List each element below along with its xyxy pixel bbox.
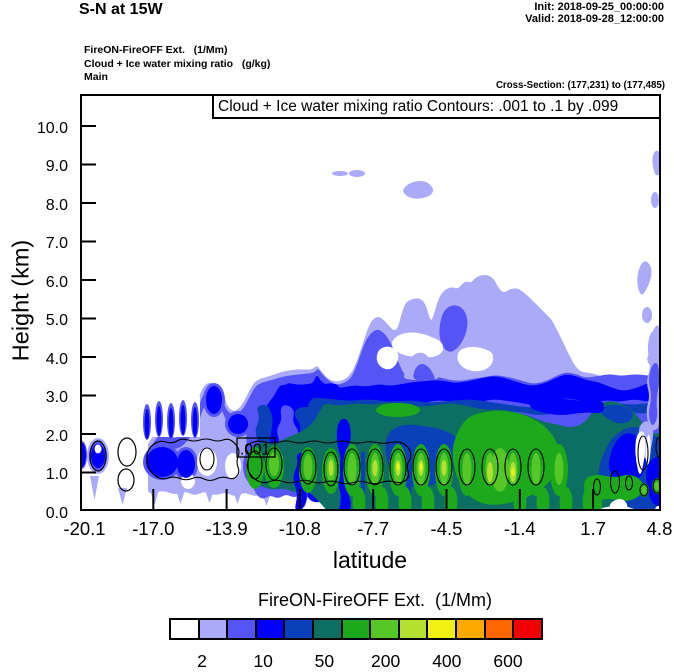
- svg-text:.001: .001: [240, 442, 270, 459]
